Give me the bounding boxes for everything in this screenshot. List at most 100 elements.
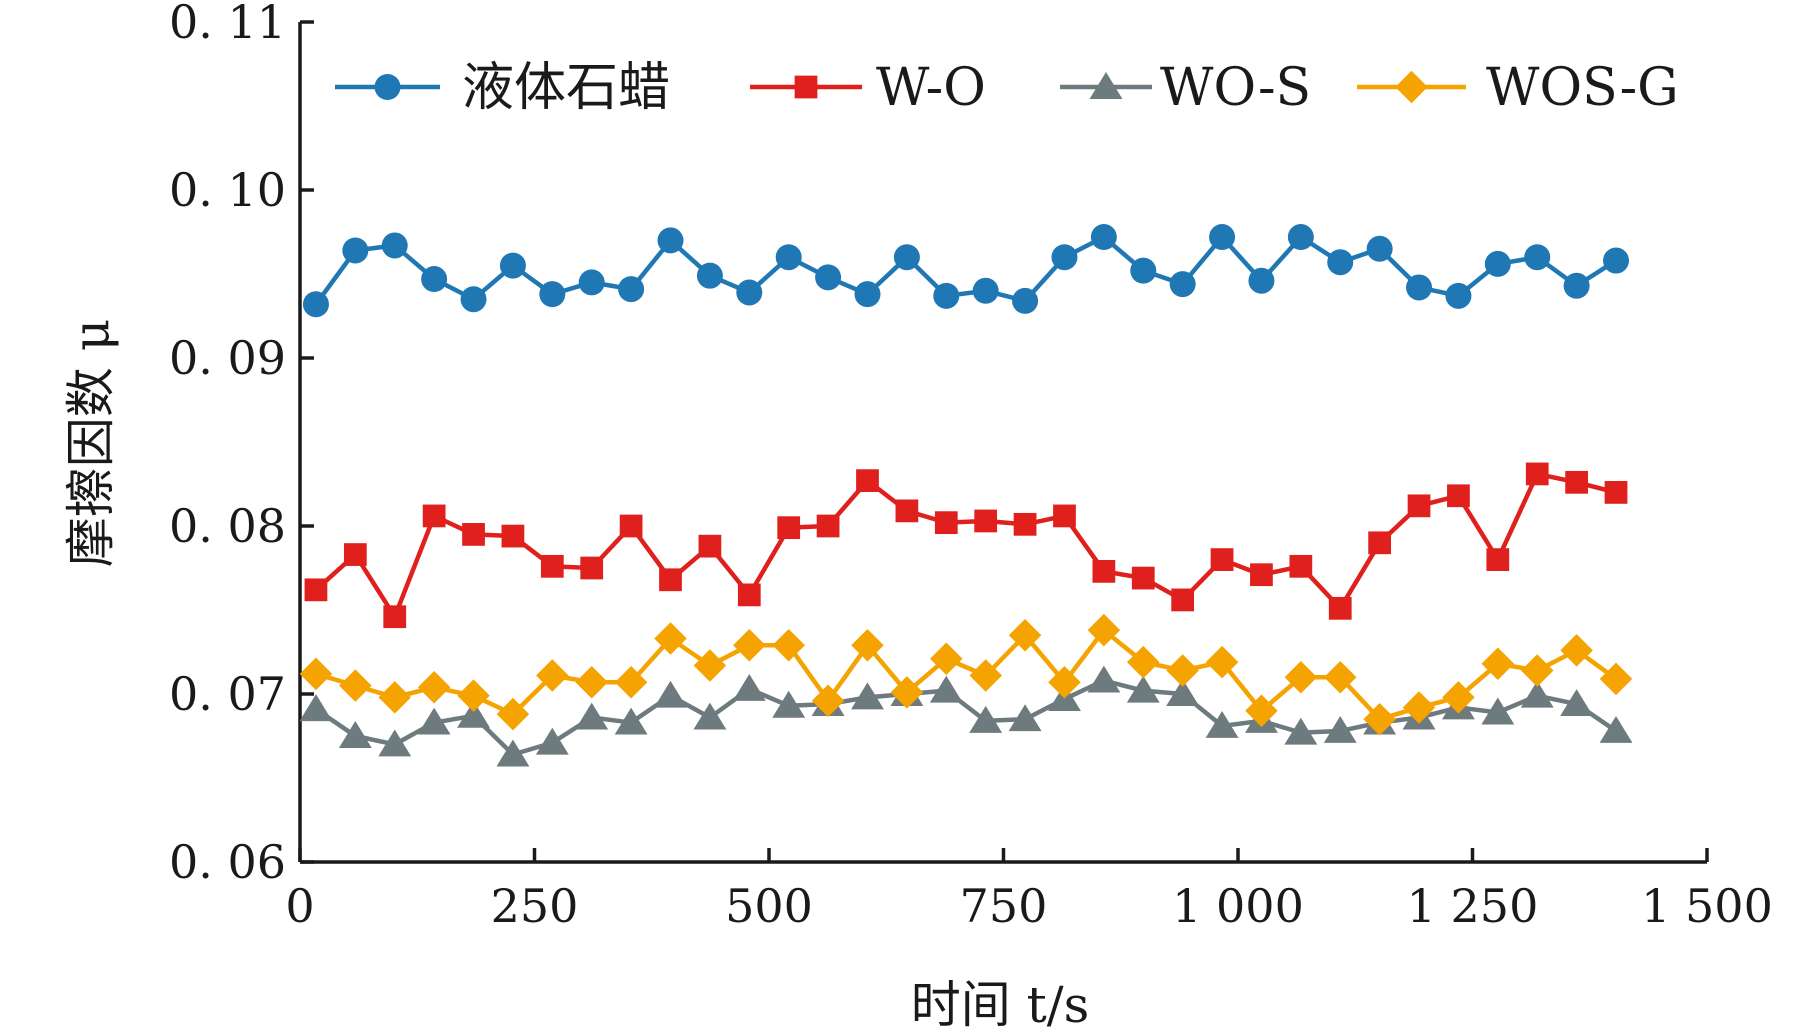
data-point xyxy=(654,622,687,655)
legend-swatch-marker xyxy=(374,74,401,100)
data-point xyxy=(381,232,408,259)
data-point xyxy=(1565,470,1588,494)
data-point xyxy=(934,511,958,535)
data-point xyxy=(1323,660,1357,694)
data-point xyxy=(1250,563,1273,587)
data-point xyxy=(1323,716,1357,743)
data-point xyxy=(578,269,605,296)
series-line xyxy=(314,471,1617,619)
data-point xyxy=(378,681,411,714)
data-point xyxy=(580,556,604,580)
data-point xyxy=(378,729,412,757)
data-point xyxy=(1130,257,1157,284)
y-tick-label: 0. 10 xyxy=(169,163,286,217)
data-point xyxy=(972,277,999,304)
legend-item: 液体石蜡 xyxy=(335,58,670,118)
data-point xyxy=(1210,548,1234,571)
data-point xyxy=(974,509,998,533)
data-point xyxy=(339,669,372,702)
data-point xyxy=(1166,679,1200,706)
data-point xyxy=(890,676,924,709)
x-axis-title: 时间 t/s xyxy=(911,976,1090,1034)
data-point xyxy=(1087,613,1121,647)
data-point xyxy=(811,684,845,717)
data-point xyxy=(1048,665,1081,699)
legend-label: 液体石蜡 xyxy=(462,58,670,118)
data-point xyxy=(1287,224,1314,251)
data-point xyxy=(1008,618,1042,652)
data-point xyxy=(1090,224,1117,251)
data-point xyxy=(933,282,960,309)
data-point xyxy=(618,276,645,303)
data-point xyxy=(1166,654,1199,687)
data-point xyxy=(1126,675,1160,703)
legend-label: WOS-G xyxy=(1486,58,1679,118)
data-point xyxy=(343,543,367,566)
data-point xyxy=(969,659,1002,692)
data-point xyxy=(1560,634,1593,667)
data-point xyxy=(422,504,446,528)
data-point xyxy=(299,657,333,691)
data-point xyxy=(1407,494,1431,518)
data-point xyxy=(457,679,490,712)
data-point xyxy=(1447,484,1470,508)
x-tick-label: 1 250 xyxy=(1407,879,1539,933)
data-point xyxy=(1169,271,1196,298)
legend-label: WO-S xyxy=(1160,58,1311,118)
data-point xyxy=(696,262,723,289)
data-point xyxy=(856,469,879,493)
data-point xyxy=(1205,645,1239,679)
axes xyxy=(298,22,1707,864)
data-point xyxy=(1406,274,1433,301)
data-point xyxy=(930,642,963,675)
series-1 xyxy=(302,224,1630,318)
data-point xyxy=(1560,689,1594,717)
data-point xyxy=(1013,512,1037,536)
data-point xyxy=(499,252,526,279)
data-point xyxy=(614,707,648,735)
data-point xyxy=(854,281,881,308)
data-point xyxy=(775,244,802,271)
data-point xyxy=(342,237,369,264)
data-point xyxy=(1008,704,1042,732)
data-point xyxy=(1599,716,1633,743)
series-layer xyxy=(299,224,1633,767)
data-point xyxy=(698,534,722,558)
data-point xyxy=(737,583,761,607)
ticks: 0. 06 0. 07 0. 08 0. 09 0. 10 0. 11 0 250 500 750… xyxy=(169,0,1773,933)
series-line xyxy=(315,627,1618,722)
data-point xyxy=(302,291,329,318)
data-point xyxy=(1284,660,1318,694)
data-point xyxy=(1525,462,1549,486)
legend-item: W-O xyxy=(750,58,986,118)
data-point xyxy=(1481,647,1515,681)
data-point xyxy=(1520,680,1554,708)
data-point xyxy=(501,524,525,548)
series-line xyxy=(314,234,1618,306)
legend-item: WOS-G xyxy=(1357,58,1679,118)
y-tick-label: 0. 09 xyxy=(169,331,286,385)
data-point xyxy=(496,697,530,731)
data-point xyxy=(619,514,643,538)
data-point xyxy=(657,227,684,254)
data-point xyxy=(815,264,842,291)
data-point xyxy=(540,554,564,578)
legend-swatch-marker xyxy=(1089,72,1123,99)
x-tick-label: 500 xyxy=(725,879,813,933)
data-point xyxy=(417,671,451,704)
data-point xyxy=(732,674,766,701)
data-point xyxy=(1284,717,1318,745)
y-tick-label: 0. 11 xyxy=(169,0,286,49)
data-point xyxy=(496,739,530,767)
series-2 xyxy=(304,462,1628,629)
data-point xyxy=(969,705,1003,733)
data-point xyxy=(299,694,333,722)
data-point xyxy=(693,702,727,730)
data-point xyxy=(1484,250,1511,277)
data-point xyxy=(1012,287,1039,314)
data-point xyxy=(575,702,609,730)
data-point xyxy=(1445,282,1472,309)
data-point xyxy=(462,523,485,546)
data-point xyxy=(1603,247,1630,274)
